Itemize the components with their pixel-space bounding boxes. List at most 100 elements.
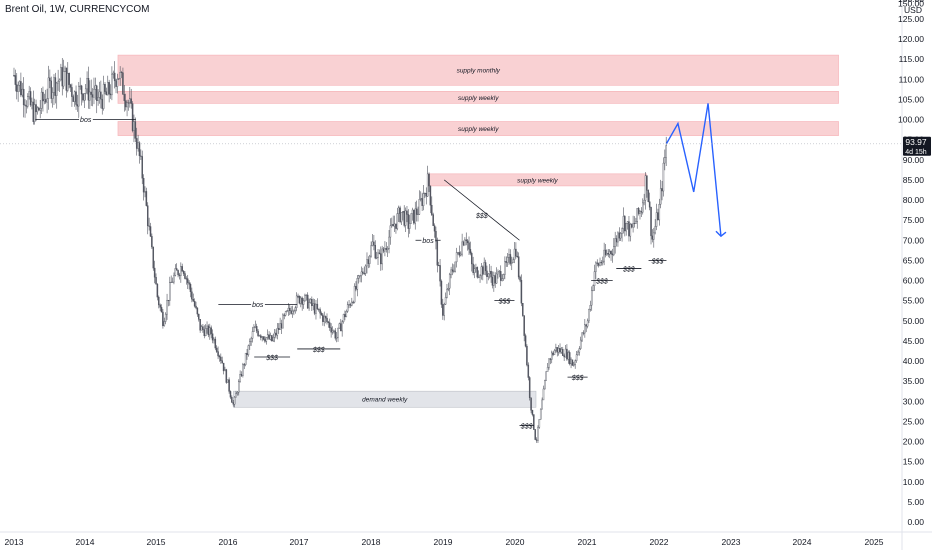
candle-body (455, 252, 458, 263)
candle-body (62, 71, 65, 87)
candle-body (170, 281, 172, 283)
candle-body (200, 326, 203, 331)
bos-label-bg (79, 117, 93, 124)
candle-body (411, 209, 414, 214)
candle-body (131, 103, 134, 131)
candle-body (439, 265, 441, 282)
candle-body (228, 379, 230, 392)
candle-body (159, 304, 161, 308)
candle-body (614, 238, 616, 247)
candle-body (102, 83, 105, 109)
candle-body (431, 205, 433, 215)
y-tick-label: 45.00 (903, 336, 925, 346)
candle-body (639, 211, 641, 214)
candle-body (313, 303, 316, 314)
candle-body (548, 358, 550, 368)
liquidity-label: $$$ (571, 375, 584, 382)
candle-body (25, 105, 28, 107)
projection-arrowhead (715, 230, 727, 238)
candle-body (119, 72, 121, 79)
candle-body (493, 275, 495, 286)
candle-body (659, 188, 662, 205)
candle-body (533, 414, 535, 430)
chart-title: Brent Oil, 1W, CURRENCYCOM (5, 4, 150, 15)
candle-body (340, 323, 342, 332)
candle-body (84, 88, 87, 94)
candle-body (505, 261, 507, 263)
candle-body (377, 252, 379, 258)
candle-body (98, 91, 101, 98)
candle-body (89, 91, 91, 101)
candle-body (206, 325, 208, 329)
candle-body (499, 271, 502, 281)
x-tick-label: 2013 (5, 537, 24, 547)
candle-body (451, 269, 454, 272)
candle-body (524, 335, 527, 347)
candle-body (173, 275, 175, 283)
candle-body (286, 310, 288, 312)
candle-body (251, 331, 254, 339)
candle-body (664, 157, 666, 164)
candle-body (546, 367, 549, 372)
candle-body (469, 249, 472, 254)
candle-body (375, 257, 378, 259)
candle-body (184, 273, 186, 279)
candle-body (435, 231, 437, 242)
candle-body (385, 248, 388, 250)
candle-body (287, 307, 290, 312)
candle-body (602, 260, 604, 264)
candle-body (189, 284, 192, 293)
candle-body (108, 82, 110, 95)
candle-body (564, 348, 567, 358)
candle-body (94, 85, 97, 90)
candle-body (86, 78, 88, 90)
candle-body (646, 175, 648, 191)
candle-body (265, 337, 268, 342)
candle-body (329, 322, 331, 328)
candle-body (193, 300, 196, 307)
candle-body (527, 364, 530, 378)
candle-body (210, 327, 212, 334)
candle-body (381, 248, 383, 265)
candle-body (497, 271, 499, 275)
candle-body (65, 67, 68, 91)
candle-body (174, 268, 177, 276)
y-tick-label: 60.00 (903, 276, 925, 286)
candle-body (145, 191, 148, 206)
candle-body (628, 221, 630, 237)
candle-body (57, 81, 59, 84)
candle-body (178, 274, 181, 276)
candle-body (579, 339, 582, 349)
candle-body (171, 281, 174, 283)
candle-body (199, 319, 201, 331)
bos-label-bg (421, 237, 436, 245)
candle-body (284, 311, 287, 316)
liquidity-trendline (443, 179, 520, 241)
candle-body (549, 358, 552, 360)
candle-body (38, 107, 40, 111)
last-price-value: 93.97 (905, 137, 927, 147)
y-tick-label: 20.00 (903, 437, 925, 447)
candle-body (80, 85, 83, 95)
candle-body (400, 212, 403, 223)
candle-body (513, 248, 516, 260)
candle-body (333, 330, 335, 332)
y-tick-label: 120.00 (898, 34, 924, 44)
candle-body (651, 235, 654, 240)
candle-body (424, 193, 426, 195)
candle-body (36, 107, 39, 113)
candle-body (506, 256, 509, 263)
candle-body (432, 214, 434, 226)
candle-body (246, 352, 248, 356)
candle-body (335, 336, 338, 339)
candle-body (426, 173, 429, 197)
candle-body (488, 270, 491, 275)
candle-body (348, 304, 350, 306)
candle-body (21, 88, 24, 96)
candle-body (636, 208, 638, 222)
candle-body (75, 91, 77, 105)
candle-body (326, 317, 328, 323)
x-tick-label: 2022 (650, 537, 669, 547)
candle-body (625, 223, 627, 232)
